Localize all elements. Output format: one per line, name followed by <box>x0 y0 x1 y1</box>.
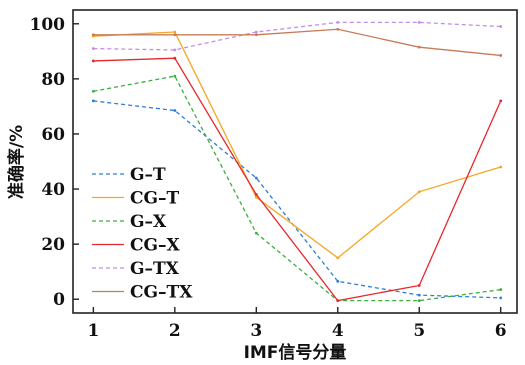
data-point <box>173 56 177 60</box>
legend-label: G–T <box>130 165 166 185</box>
x-tick-label: 3 <box>250 321 262 341</box>
x-axis-title: IMF信号分量 <box>244 342 347 363</box>
legend-label: G–TX <box>130 259 180 279</box>
data-point <box>499 165 503 169</box>
x-tick-label: 2 <box>169 321 181 341</box>
data-point <box>254 231 258 235</box>
x-tick-label: 5 <box>413 321 425 341</box>
data-point <box>499 25 503 28</box>
series-line-1 <box>93 31 501 259</box>
data-point <box>417 45 421 49</box>
data-point <box>91 89 95 93</box>
x-tick-label: 4 <box>332 321 344 341</box>
y-tick-label: 100 <box>30 15 66 35</box>
y-tick-label: 60 <box>41 125 65 145</box>
legend-label: CG–X <box>130 236 181 256</box>
data-point <box>336 27 340 31</box>
data-point <box>91 99 95 103</box>
data-point <box>499 296 503 300</box>
data-point <box>173 33 177 37</box>
x-tick-label: 6 <box>495 321 507 341</box>
data-point <box>173 109 177 112</box>
y-axis: 0 20 40 60 80 100 <box>30 15 79 310</box>
data-point <box>417 293 421 297</box>
data-point <box>254 33 258 37</box>
x-tick-label: 1 <box>87 321 99 341</box>
y-tick-label: 80 <box>41 70 65 90</box>
legend: G–T CG–T G–X CG–X G–TX CG–TX <box>92 165 193 303</box>
legend-label: CG–T <box>130 189 180 209</box>
y-tick-label: 20 <box>41 235 65 255</box>
plot-frame <box>72 9 518 314</box>
data-point <box>173 74 177 78</box>
series-line-0 <box>93 100 501 299</box>
legend-label: CG–TX <box>130 283 193 303</box>
series-lines <box>91 20 503 303</box>
data-point <box>91 33 95 37</box>
data-point <box>499 99 503 103</box>
data-point <box>91 59 95 63</box>
data-point <box>91 47 95 50</box>
plot-area: 0 20 40 60 80 100 1 2 3 4 5 6 <box>30 9 518 341</box>
data-point <box>336 20 340 24</box>
data-point <box>417 20 421 24</box>
data-point <box>417 190 421 194</box>
data-point <box>173 48 177 52</box>
data-point <box>499 54 503 57</box>
data-point <box>336 256 340 260</box>
data-point <box>254 30 258 34</box>
legend-label: G–X <box>130 212 167 232</box>
data-point <box>499 288 503 291</box>
y-tick-label: 40 <box>41 180 65 200</box>
data-point <box>254 193 258 196</box>
data-point <box>173 30 177 34</box>
data-point <box>336 279 340 283</box>
series-line-4 <box>93 21 501 51</box>
data-point <box>336 299 340 303</box>
y-tick-label: 0 <box>53 290 65 310</box>
data-point <box>254 176 258 180</box>
data-point <box>254 195 258 199</box>
x-axis: 1 2 3 4 5 6 <box>87 307 507 341</box>
series-line-3 <box>93 57 502 302</box>
data-point <box>417 299 421 303</box>
series-line-5 <box>93 28 501 57</box>
y-axis-title: 准确率/% <box>6 125 27 199</box>
data-point <box>417 284 421 287</box>
